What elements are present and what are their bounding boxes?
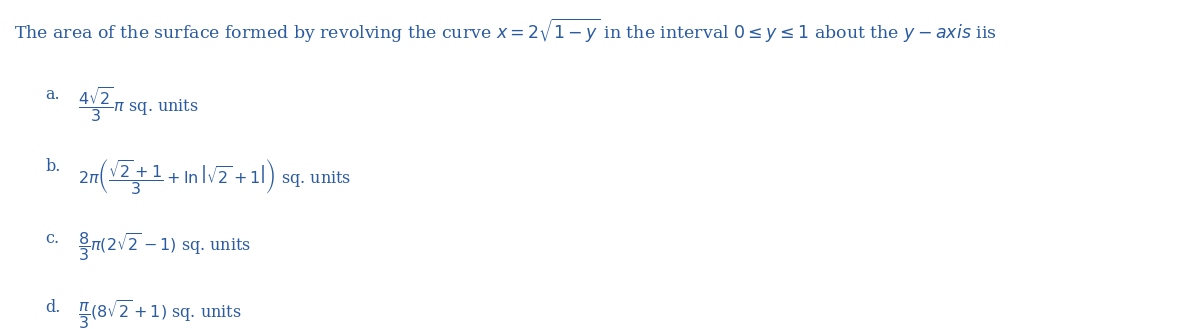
- Text: c.: c.: [46, 230, 60, 247]
- Text: $\dfrac{\pi}{3}(8\sqrt{2}+1)$ sq. units: $\dfrac{\pi}{3}(8\sqrt{2}+1)$ sq. units: [78, 299, 241, 329]
- Text: $\dfrac{8}{3}\pi(2\sqrt{2}-1)$ sq. units: $\dfrac{8}{3}\pi(2\sqrt{2}-1)$ sq. units: [78, 230, 251, 263]
- Text: a.: a.: [46, 86, 60, 103]
- Text: The area of the surface formed by revolving the curve $x = 2\sqrt{1-y}$ in the i: The area of the surface formed by revolv…: [14, 16, 997, 44]
- Text: b.: b.: [46, 158, 61, 175]
- Text: $\dfrac{4\sqrt{2}}{3}\pi$ sq. units: $\dfrac{4\sqrt{2}}{3}\pi$ sq. units: [78, 86, 199, 124]
- Text: $2\pi\left(\dfrac{\sqrt{2}+1}{3} + \ln\left|\sqrt{2}+1\right|\right)$ sq. units: $2\pi\left(\dfrac{\sqrt{2}+1}{3} + \ln\l…: [78, 158, 352, 197]
- Text: d.: d.: [46, 299, 61, 316]
